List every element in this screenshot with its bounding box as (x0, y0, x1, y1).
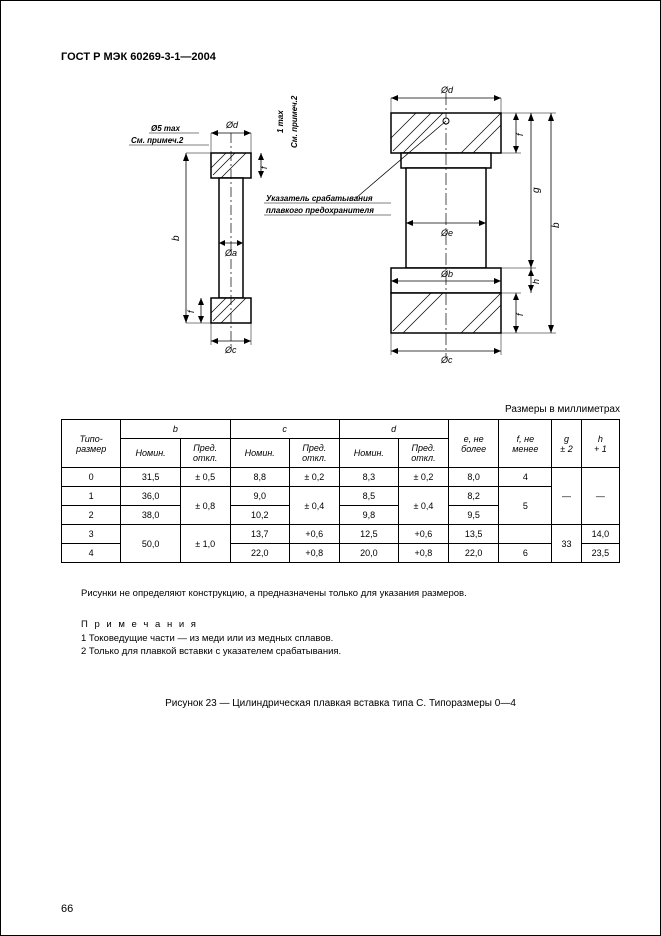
svg-text:Øa: Øa (224, 248, 237, 258)
svg-text:Øb: Øb (440, 269, 453, 279)
col-c-nom: Номин. (230, 439, 289, 468)
svg-text:См. примеч.2: См. примеч.2 (131, 136, 184, 145)
col-e: e, неболее (448, 420, 499, 468)
svg-text:Ød: Ød (440, 85, 454, 95)
col-h: h+ 1 (581, 420, 619, 468)
page-number: 66 (61, 903, 73, 915)
document-page: ГОСТ Р МЭК 60269-3-1—2004 (0, 0, 661, 936)
svg-text:f: f (515, 132, 525, 136)
svg-text:См. примеч.2: См. примеч.2 (290, 95, 299, 148)
svg-text:f: f (186, 309, 196, 313)
col-b-nom: Номин. (121, 439, 180, 468)
dimensions-table: Типо-размер b c d e, неболее f, неменее … (61, 419, 620, 563)
col-d: d (339, 420, 448, 439)
col-type-size: Типо-размер (62, 420, 121, 468)
note-2: 2 Только для плавкой вставки с указателе… (81, 645, 620, 658)
document-header: ГОСТ Р МЭК 60269-3-1—2004 (61, 51, 620, 63)
table-row: 0 31,5 ± 0,5 8,8 ± 0,2 8,3 ± 0,2 8,0 4 —… (62, 468, 620, 487)
col-d-nom: Номин. (339, 439, 398, 468)
svg-text:f: f (515, 312, 525, 316)
col-c: c (230, 420, 339, 439)
svg-text:b: b (171, 235, 182, 241)
svg-text:Øc: Øc (224, 345, 237, 355)
note-1: 1 Токоведущие части — из меди или из мед… (81, 632, 620, 645)
table-row: 3 50,0 ± 1,0 13,7 +0,6 12,5 +0,6 13,5 33… (62, 525, 620, 544)
svg-text:h: h (531, 279, 541, 284)
svg-text:b: b (551, 222, 562, 228)
col-b: b (121, 420, 230, 439)
notes-title: П р и м е ч а н и я (81, 618, 620, 631)
units-caption: Размеры в миллиметрах (61, 404, 620, 415)
svg-text:Указатель срабатывания: Указатель срабатывания (266, 194, 373, 203)
technical-drawing: b f f Ød Ø5 max См. примеч.2 1 max (61, 73, 620, 398)
svg-text:Ød: Ød (225, 120, 239, 130)
svg-text:Øe: Øe (440, 228, 453, 238)
svg-text:Øc: Øc (440, 355, 453, 365)
col-f: f, неменее (499, 420, 552, 468)
svg-text:f: f (259, 165, 269, 169)
note-intro: Рисунки не определяют конструкцию, а пре… (81, 587, 620, 600)
svg-text:1 max: 1 max (276, 110, 285, 133)
col-c-tol: Пред.откл. (289, 439, 339, 468)
col-b-tol: Пред.откл. (180, 439, 230, 468)
col-d-tol: Пред.откл. (399, 439, 449, 468)
figure-caption: Рисунок 23 — Цилиндрическая плавкая вста… (61, 698, 620, 709)
col-g: g± 2 (552, 420, 582, 468)
svg-text:g: g (531, 187, 542, 193)
svg-text:плавкого предохранителя: плавкого предохранителя (266, 206, 374, 215)
notes-block: Рисунки не определяют конструкцию, а пре… (61, 587, 620, 658)
svg-text:Ø5 max: Ø5 max (151, 124, 180, 133)
table-row: 1 36,0 ± 0,8 9,0 ± 0,4 8,5 ± 0,4 8,2 5 (62, 487, 620, 506)
